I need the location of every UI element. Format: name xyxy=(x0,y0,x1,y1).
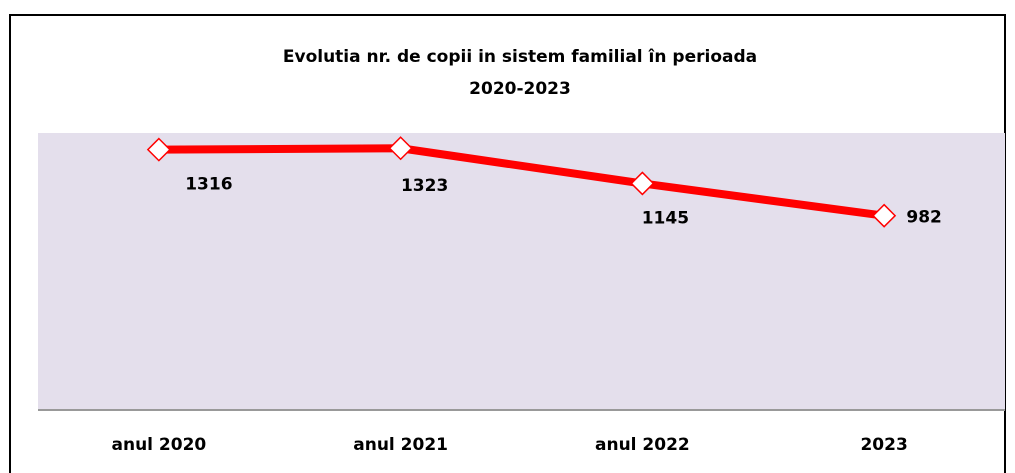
chart-title: Evolutia nr. de copii in sistem familial… xyxy=(283,47,757,67)
data-line xyxy=(158,144,885,220)
plot-area xyxy=(38,133,1005,410)
data-label: 982 xyxy=(906,208,942,228)
data-label: 1145 xyxy=(642,208,689,228)
data-label: 1323 xyxy=(401,176,448,196)
data-marker xyxy=(630,171,655,196)
data-marker xyxy=(872,203,897,228)
data-label: 1316 xyxy=(185,175,232,195)
data-marker xyxy=(388,136,413,161)
chart-title: 2020-2023 xyxy=(469,79,571,99)
data-marker xyxy=(146,137,171,162)
x-tick-label: anul 2020 xyxy=(112,435,207,455)
x-tick-label: anul 2021 xyxy=(353,435,448,455)
x-tick-label: 2023 xyxy=(860,435,907,455)
x-tick-label: anul 2022 xyxy=(595,435,690,455)
